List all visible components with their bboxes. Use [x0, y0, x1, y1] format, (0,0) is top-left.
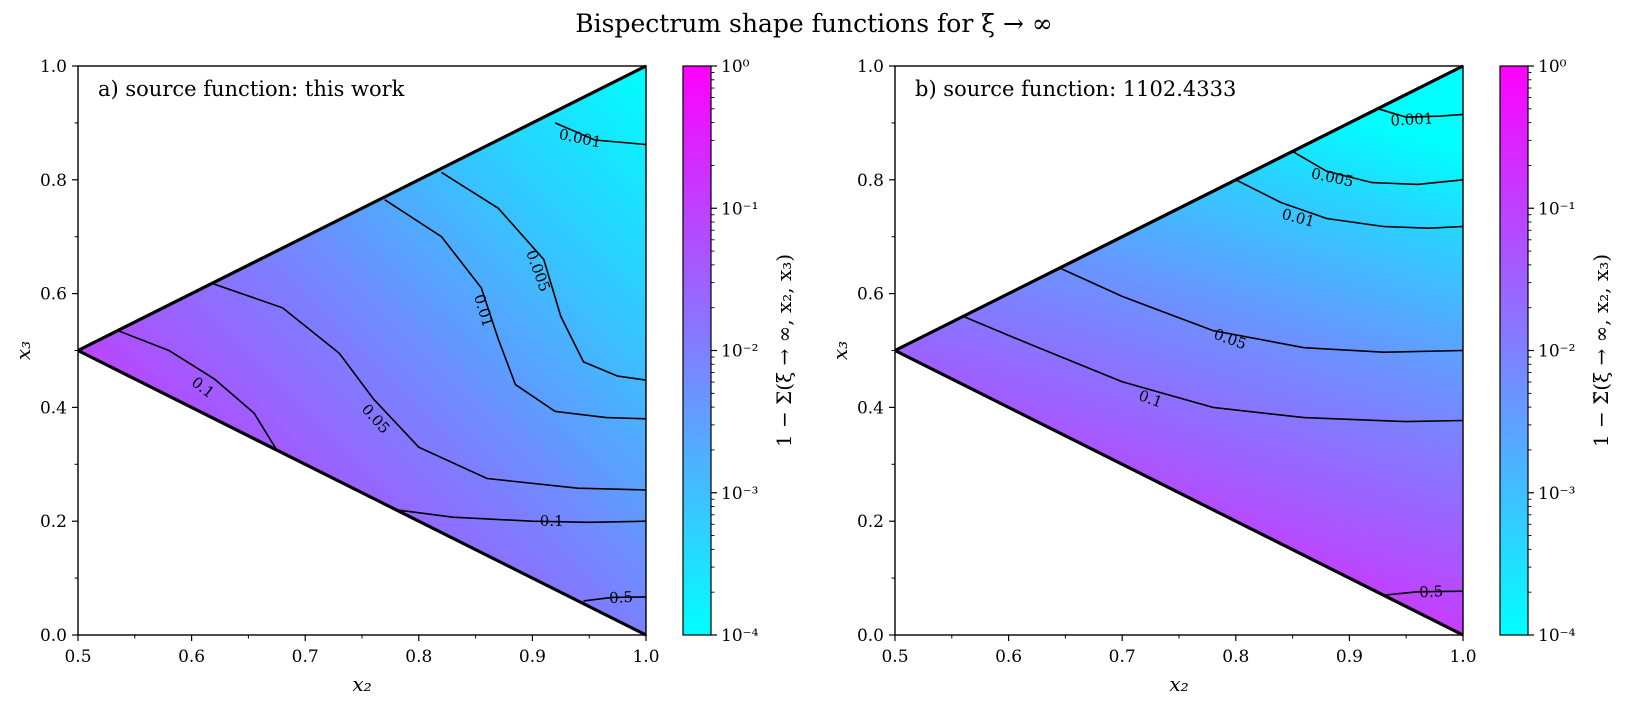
contour-label-group: 0.5: [1419, 582, 1444, 601]
panel-title: b) source function: 1102.4333: [915, 77, 1236, 101]
y-axis-label: x₃: [828, 341, 852, 360]
contour-line-0.05: [1059, 267, 1464, 354]
triangle-edge-upper: [894, 64, 1464, 352]
y-tick-label: 0.4: [40, 398, 67, 418]
contour-label: 0.001: [1390, 109, 1434, 129]
contour-line-0.01: [384, 199, 647, 420]
contour-label-group: 0.1: [540, 512, 564, 530]
x-tick-label: 0.7: [292, 647, 319, 667]
heatmap-fill: [78, 66, 646, 635]
contour-label: 0.5: [609, 588, 634, 607]
contour-line-0.1: [962, 315, 1464, 423]
x-axis-label: x₂: [352, 672, 371, 696]
colorbar-tick-label: 10⁻²: [1538, 342, 1575, 362]
colorbar-tick-label: 10⁻³: [1538, 484, 1575, 504]
y-tick-label: 0.6: [40, 285, 67, 305]
colorbar-gradient: [682, 65, 712, 636]
colorbar-tick-label: 10⁻¹: [721, 199, 758, 219]
triangle-edge-lower: [894, 349, 1464, 637]
colorbar-tick-label: 10⁻²: [721, 342, 758, 362]
colorbar: 10⁰ 10⁻¹ 10⁻² 10⁻³ 10⁻⁴ 1 − Σ(ξ → ∞, x₂, x₃): [682, 57, 796, 646]
contour-label: 0.5: [1419, 582, 1444, 601]
contour-label-group: 0.5: [609, 588, 634, 607]
figure-title: Bispectrum shape functions for ξ → ∞: [575, 9, 1052, 38]
y-tick-label: 0.0: [40, 626, 67, 646]
y-tick-label: 0.4: [857, 398, 884, 418]
x-tick-label: 0.7: [1109, 647, 1136, 667]
colorbar-label: 1 − Σ(ξ → ∞, x₂, x₃): [772, 254, 796, 447]
contour-label-group: 0.001: [1390, 109, 1434, 129]
heatmap-fill: [895, 66, 1463, 635]
colorbar-tick-label: 10⁰: [721, 57, 750, 77]
y-tick-label: 1.0: [40, 57, 67, 77]
x-tick-label: 0.6: [995, 647, 1022, 667]
x-tick-label: 0.9: [519, 647, 546, 667]
contour-line-0.005: [1292, 150, 1464, 186]
y-tick-label: 0.0: [857, 626, 884, 646]
contour-line-0.01: [1235, 179, 1464, 230]
y-tick-label: 0.8: [857, 171, 884, 191]
y-tick-label: 0.8: [40, 171, 67, 191]
triangle-edge-upper: [77, 64, 647, 352]
x-tick-label: 0.5: [881, 647, 908, 667]
x-axis-label: x₂: [1169, 672, 1188, 696]
colorbar-label: 1 − Σ̃(ξ → ∞, x₂, x₃): [1589, 254, 1613, 447]
y-tick-label: 1.0: [857, 57, 884, 77]
contour-line-0.5: [1383, 590, 1464, 596]
contour-line-0.001: [554, 122, 647, 146]
colorbar-tick-label: 10⁻⁴: [1538, 626, 1576, 646]
contour-line-0.005: [441, 171, 647, 381]
y-tick-label: 0.6: [857, 285, 884, 305]
panel-title: a) source function: this work: [98, 77, 405, 101]
triangle-edge-lower: [77, 349, 647, 637]
contour-line-0.05: [211, 282, 647, 491]
contour-line-0.1: [395, 509, 647, 524]
x-tick-label: 0.6: [178, 647, 205, 667]
x-tick-label: 1.0: [632, 647, 659, 667]
x-tick-label: 0.5: [64, 647, 91, 667]
y-tick-label: 0.2: [857, 512, 884, 532]
contour-line-0.1: [117, 329, 278, 451]
colorbar-tick-label: 10⁻⁴: [721, 626, 759, 646]
x-tick-label: 0.8: [1222, 647, 1249, 667]
colorbar: 10⁰ 10⁻¹ 10⁻² 10⁻³ 10⁻⁴ 1 − Σ̃(ξ → ∞, x₂, x₃): [1499, 57, 1613, 646]
x-tick-label: 0.9: [1336, 647, 1363, 667]
x-tick-label: 0.8: [405, 647, 432, 667]
colorbar-tick-label: 10⁻³: [721, 484, 758, 504]
contour-line-0.001: [1377, 107, 1464, 119]
colorbar-gradient: [1499, 65, 1529, 636]
y-tick-label: 0.2: [40, 512, 67, 532]
y-axis-label: x₃: [11, 341, 35, 360]
colorbar-tick-label: 10⁻¹: [1538, 199, 1575, 219]
x-tick-label: 1.0: [1449, 647, 1476, 667]
colorbar-tick-label: 10⁰: [1538, 57, 1567, 77]
contour-line-0.5: [583, 596, 647, 602]
contour-label: 0.1: [540, 512, 564, 530]
